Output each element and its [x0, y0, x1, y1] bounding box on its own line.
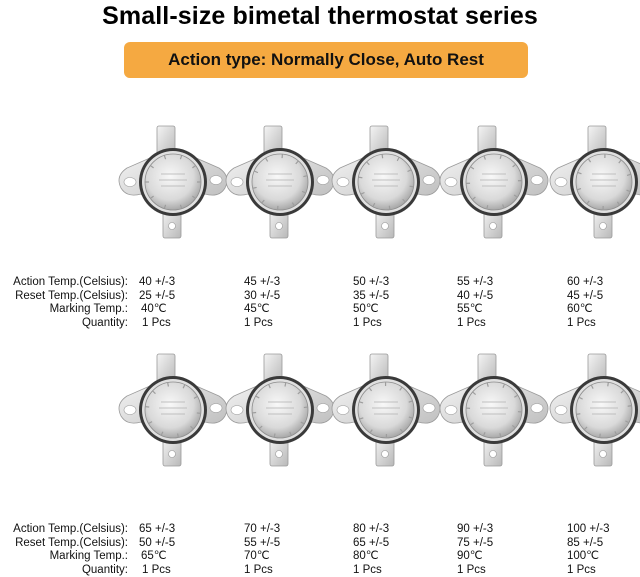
marking-temp-value: 80℃ [353, 550, 425, 564]
marking-temp-label: Marking Temp.: [0, 303, 128, 317]
action-temp-label: Action Temp.(Celsius): [0, 523, 128, 537]
marking-temp-value: 60℃ [567, 303, 639, 317]
reset-temp-value: 40 +/-5 [457, 290, 529, 304]
marking-temp-value: 40℃ [139, 303, 211, 317]
action-temp-value: 50 +/-3 [353, 276, 425, 290]
reset-temp-value: 35 +/-5 [353, 290, 425, 304]
page-title: Small-size bimetal thermostat series [0, 2, 640, 31]
action-temp-value: 55 +/-3 [457, 276, 529, 290]
quantity-value: 1 Pcs [457, 317, 529, 331]
marking-temp-value: 45℃ [244, 303, 316, 317]
quantity-value: 1 Pcs [567, 317, 639, 331]
quantity-label: Quantity: [0, 564, 128, 577]
action-temp-value: 70 +/-3 [244, 523, 316, 537]
quantity-value: 1 Pcs [353, 317, 425, 331]
quantity-value: 1 Pcs [139, 564, 211, 577]
reset-temp-label: Reset Temp.(Celsius): [0, 537, 128, 551]
action-temp-value: 60 +/-3 [567, 276, 639, 290]
quantity-value: 1 Pcs [244, 564, 316, 577]
reset-temp-value: 25 +/-5 [139, 290, 211, 304]
marking-temp-value: 50℃ [353, 303, 425, 317]
action-temp-label: Action Temp.(Celsius): [0, 276, 128, 290]
thermostat-image [326, 350, 446, 470]
thermostat-image [113, 122, 233, 242]
row-labels-top: Action Temp.(Celsius): Reset Temp.(Celsi… [0, 276, 128, 330]
quantity-value: 1 Pcs [457, 564, 529, 577]
thermostat-image [434, 122, 554, 242]
reset-temp-value: 65 +/-5 [353, 537, 425, 551]
reset-temp-value: 55 +/-5 [244, 537, 316, 551]
action-temp-value: 90 +/-3 [457, 523, 529, 537]
reset-temp-value: 85 +/-5 [567, 537, 639, 551]
action-temp-value: 100 +/-3 [567, 523, 639, 537]
action-temp-value: 40 +/-3 [139, 276, 211, 290]
thermostat-image [544, 122, 640, 242]
marking-temp-value: 55℃ [457, 303, 529, 317]
thermostat-image [220, 122, 340, 242]
action-temp-value: 80 +/-3 [353, 523, 425, 537]
thermostat-image [434, 350, 554, 470]
thermostat-image [220, 350, 340, 470]
reset-temp-value: 75 +/-5 [457, 537, 529, 551]
quantity-value: 1 Pcs [244, 317, 316, 331]
marking-temp-label: Marking Temp.: [0, 550, 128, 564]
reset-temp-label: Reset Temp.(Celsius): [0, 290, 128, 304]
thermostat-image [113, 350, 233, 470]
action-type-banner: Action type: Normally Close, Auto Rest [124, 42, 528, 78]
marking-temp-value: 65℃ [139, 550, 211, 564]
action-temp-value: 65 +/-3 [139, 523, 211, 537]
row-labels-bottom: Action Temp.(Celsius): Reset Temp.(Celsi… [0, 523, 128, 577]
quantity-label: Quantity: [0, 317, 128, 331]
marking-temp-value: 90℃ [457, 550, 529, 564]
reset-temp-value: 50 +/-5 [139, 537, 211, 551]
quantity-value: 1 Pcs [353, 564, 425, 577]
quantity-value: 1 Pcs [567, 564, 639, 577]
action-temp-value: 45 +/-3 [244, 276, 316, 290]
marking-temp-value: 100℃ [567, 550, 639, 564]
reset-temp-value: 30 +/-5 [244, 290, 316, 304]
thermostat-image [326, 122, 446, 242]
marking-temp-value: 70℃ [244, 550, 316, 564]
reset-temp-value: 45 +/-5 [567, 290, 639, 304]
thermostat-image [544, 350, 640, 470]
quantity-value: 1 Pcs [139, 317, 211, 331]
